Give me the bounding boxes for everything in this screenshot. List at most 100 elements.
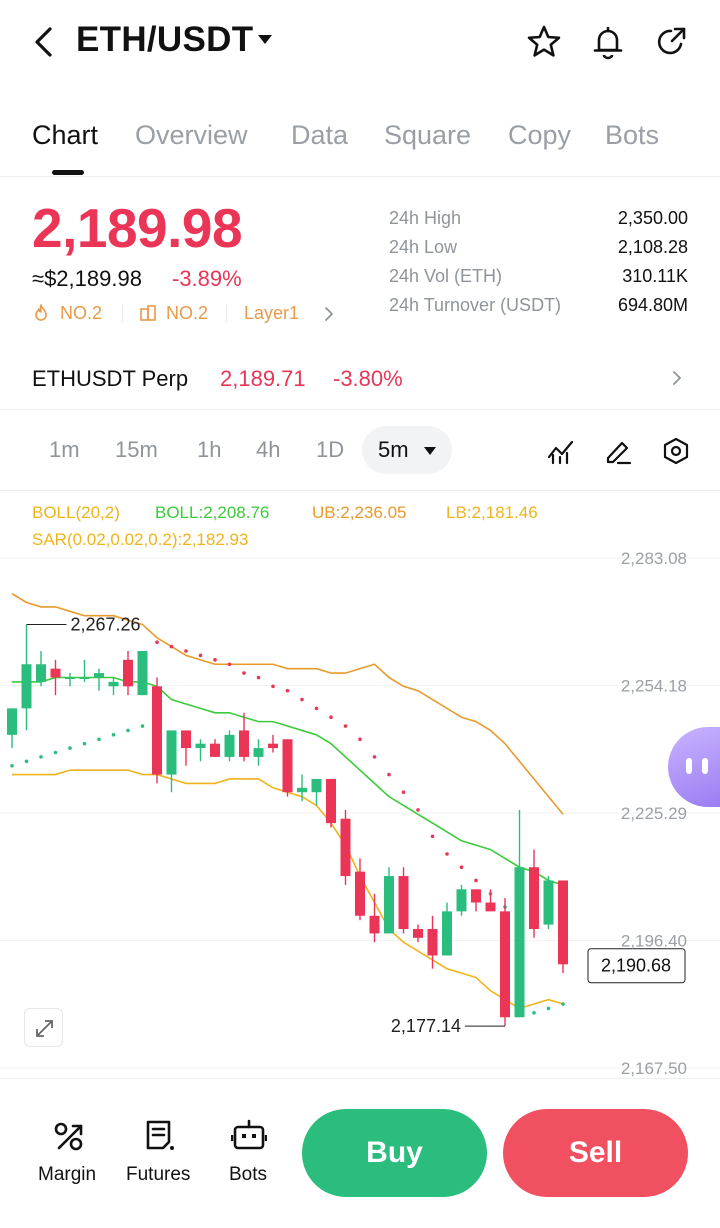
low-marker-label: 2,177.14: [391, 1016, 461, 1036]
stat-high-label: 24h High: [389, 208, 462, 228]
indicators-icon[interactable]: [547, 437, 575, 465]
boll-upper-value: UB:2,236.05: [312, 503, 407, 522]
tag-separator: [226, 305, 227, 323]
candle-body: [384, 876, 394, 934]
candle-body: [514, 867, 525, 1018]
tab-bots[interactable]: Bots: [605, 120, 660, 150]
sar-dot: [372, 755, 377, 759]
sar-dot: [300, 697, 304, 702]
sar-dot: [532, 1011, 536, 1015]
sar-dot: [242, 671, 246, 675]
sar-dot: [140, 724, 145, 728]
sar-dot: [445, 852, 449, 856]
perp-divider: [0, 409, 720, 410]
sar-value: SAR(0.02,0.02,0.2):2,182.93: [32, 530, 249, 549]
tab-copy[interactable]: Copy: [508, 120, 572, 150]
candle-body: [94, 673, 104, 678]
stat-turnover-value: 694.80M: [617, 295, 688, 315]
candle-body: [166, 730, 177, 775]
interval-1h[interactable]: 1h: [197, 437, 222, 462]
expand-chart-button[interactable]: [24, 1008, 63, 1047]
sar-dot: [126, 728, 130, 733]
tab-square[interactable]: Square: [384, 120, 472, 150]
draw-pencil-icon[interactable]: [604, 437, 632, 465]
interval-selected-pill[interactable]: [362, 426, 452, 474]
settings-hexagon-icon[interactable]: [662, 437, 690, 465]
candle-body: [65, 677, 75, 679]
candle-body: [79, 677, 90, 679]
candle-body: [282, 739, 293, 793]
share-icon[interactable]: [653, 24, 689, 60]
tab-data[interactable]: Data: [291, 120, 349, 150]
candle-body: [239, 730, 249, 757]
margin-icon[interactable]: [51, 1118, 87, 1154]
candlestick-chart[interactable]: 2,267.26 2,177.14 2,190.68 2,283.08 2,254.1…: [0, 540, 720, 1085]
interval-selected[interactable]: 5m: [378, 437, 409, 462]
candle-body: [224, 734, 235, 757]
bots-label[interactable]: Bots: [229, 1164, 268, 1185]
boll-mid-value: BOLL:2,208.76: [155, 503, 270, 522]
rank-tag[interactable]: NO.2: [60, 303, 103, 323]
margin-label[interactable]: Margin: [38, 1164, 97, 1185]
interval-divider: [0, 490, 720, 491]
back-icon[interactable]: [28, 24, 62, 60]
candle-body: [355, 871, 365, 916]
sar-dot: [561, 1002, 565, 1006]
candle-body: [398, 876, 409, 930]
last-price-label: 2,190.68: [601, 956, 671, 976]
interval-15m[interactable]: 15m: [115, 437, 158, 462]
stat-turnover-label: 24h Turnover (USDT): [389, 295, 562, 315]
perp-chevron-right-icon[interactable]: [670, 368, 684, 388]
y-axis-tick-label: 2,283.08: [621, 549, 687, 568]
category-tag[interactable]: Layer1: [244, 303, 300, 323]
category-rank-tag[interactable]: NO.2: [166, 303, 209, 323]
interval-1d[interactable]: 1D: [316, 437, 345, 462]
interval-4h[interactable]: 4h: [256, 437, 281, 462]
sar-dot: [111, 733, 116, 737]
bell-icon[interactable]: [590, 24, 626, 60]
candle-body: [7, 708, 17, 735]
futures-label[interactable]: Futures: [126, 1164, 191, 1185]
sar-dot: [198, 653, 203, 658]
sar-dot: [39, 755, 43, 759]
candle-body: [253, 748, 264, 757]
bots-icon[interactable]: [231, 1118, 267, 1154]
price-change: -3.89%: [172, 266, 242, 291]
sar-dot: [184, 649, 188, 653]
bottom-bar-divider: [0, 1078, 720, 1079]
sar-dot: [401, 790, 406, 795]
candle-body: [471, 889, 481, 903]
sar-dot: [271, 684, 275, 689]
boll-params: BOLL(20,2): [32, 503, 120, 522]
candle-body: [268, 743, 278, 749]
tab-overview[interactable]: Overview: [135, 120, 248, 150]
pair-dropdown-caret-icon[interactable]: [258, 35, 272, 44]
usd-price: ≈$2,189.98: [32, 266, 142, 291]
buy-button[interactable]: Buy: [302, 1109, 487, 1197]
sell-button[interactable]: Sell: [503, 1109, 688, 1197]
pair-title[interactable]: ETH/USDT: [76, 20, 254, 59]
star-icon[interactable]: [526, 24, 562, 60]
sar-dot: [169, 644, 174, 649]
stat-vol-value: 310.11K: [622, 266, 688, 286]
stat-high-value: 2,350.00: [617, 208, 688, 228]
flame-icon: [35, 304, 47, 321]
interval-dropdown-caret-icon[interactable]: [424, 447, 436, 455]
y-axis-tick-label: 2,167.50: [621, 1059, 687, 1078]
interval-1m[interactable]: 1m: [49, 437, 80, 462]
tab-chart[interactable]: Chart: [32, 120, 99, 150]
futures-icon[interactable]: [142, 1118, 178, 1154]
boll-lower-value: LB:2,181.46: [446, 503, 538, 522]
active-tab-indicator: [52, 170, 84, 175]
candle-body: [195, 743, 206, 749]
candle-body: [543, 880, 554, 925]
candle-body: [558, 880, 568, 965]
sar-dot: [459, 865, 464, 870]
perp-name[interactable]: ETHUSDT Perp: [32, 366, 189, 391]
candle-body: [500, 911, 510, 1018]
candle-body: [36, 664, 46, 682]
chevron-right-icon[interactable]: [322, 305, 336, 323]
sar-dot: [343, 724, 348, 728]
tabs-divider: [0, 176, 720, 177]
y-axis-tick-label: 2,225.29: [621, 804, 687, 823]
